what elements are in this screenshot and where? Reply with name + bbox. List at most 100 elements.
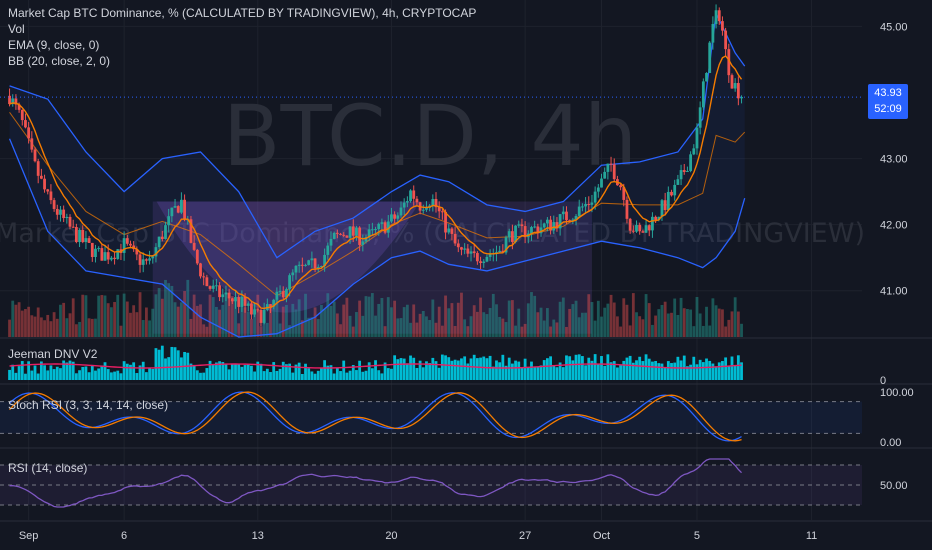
candle-body[interactable] xyxy=(514,225,517,242)
candle-body[interactable] xyxy=(364,237,368,242)
candle-body[interactable] xyxy=(323,254,327,267)
candle-body[interactable] xyxy=(600,178,603,188)
candle-body[interactable] xyxy=(686,171,689,173)
candle-body[interactable] xyxy=(87,238,91,243)
candle-body[interactable] xyxy=(447,228,451,233)
candle-body[interactable] xyxy=(246,303,250,306)
candle-body[interactable] xyxy=(523,226,527,238)
candle-body[interactable] xyxy=(644,225,648,233)
candle-body[interactable] xyxy=(581,206,584,208)
candle-body[interactable] xyxy=(199,263,202,277)
candle-body[interactable] xyxy=(520,224,524,227)
candle-body[interactable] xyxy=(14,98,18,105)
candle-body[interactable] xyxy=(167,216,171,226)
candle-body[interactable] xyxy=(638,224,642,232)
candle-body[interactable] xyxy=(113,257,116,259)
candle-body[interactable] xyxy=(482,261,486,263)
candle-body[interactable] xyxy=(622,187,626,200)
candle-body[interactable] xyxy=(281,291,285,298)
candle-body[interactable] xyxy=(272,299,276,307)
rsi-label[interactable]: RSI (14, close) xyxy=(8,461,88,475)
candle-body[interactable] xyxy=(348,226,352,238)
candle-body[interactable] xyxy=(437,207,441,212)
candle-body[interactable] xyxy=(68,216,72,227)
candle-body[interactable] xyxy=(705,72,708,82)
candle-body[interactable] xyxy=(555,222,559,229)
candle-body[interactable] xyxy=(285,289,288,298)
candle-body[interactable] xyxy=(485,256,489,262)
candle-body[interactable] xyxy=(670,191,673,196)
candle-body[interactable] xyxy=(320,266,323,268)
candle-body[interactable] xyxy=(619,185,622,188)
candle-body[interactable] xyxy=(173,206,177,208)
candle-body[interactable] xyxy=(342,234,346,236)
candle-body[interactable] xyxy=(472,251,476,254)
indicator-bb[interactable]: BB (20, close, 2, 0) xyxy=(8,54,111,68)
candle-body[interactable] xyxy=(253,309,257,315)
candle-body[interactable] xyxy=(730,75,734,89)
candle-body[interactable] xyxy=(94,248,97,258)
candle-body[interactable] xyxy=(444,211,447,233)
candle-body[interactable] xyxy=(138,254,142,265)
candle-body[interactable] xyxy=(211,285,215,289)
candle-body[interactable] xyxy=(695,127,699,149)
candle-body[interactable] xyxy=(402,202,406,208)
candle-body[interactable] xyxy=(180,199,183,213)
candle-body[interactable] xyxy=(52,200,56,209)
candle-body[interactable] xyxy=(612,164,616,180)
candle-body[interactable] xyxy=(475,253,479,262)
candle-body[interactable] xyxy=(711,24,715,43)
candles[interactable] xyxy=(8,4,743,327)
candle-body[interactable] xyxy=(27,127,31,139)
candle-body[interactable] xyxy=(654,216,658,221)
candle-body[interactable] xyxy=(609,163,613,165)
candle-body[interactable] xyxy=(237,297,241,307)
candle-body[interactable] xyxy=(100,248,104,261)
candle-body[interactable] xyxy=(603,171,607,179)
indicator-vol[interactable]: Vol xyxy=(8,22,25,36)
candle-body[interactable] xyxy=(504,237,508,253)
candle-body[interactable] xyxy=(307,260,311,265)
candle-body[interactable] xyxy=(679,170,683,180)
candle-body[interactable] xyxy=(129,243,132,246)
candle-body[interactable] xyxy=(259,309,263,323)
candle-body[interactable] xyxy=(36,161,40,176)
candle-body[interactable] xyxy=(412,190,416,199)
candle-body[interactable] xyxy=(269,304,272,307)
candle-body[interactable] xyxy=(157,236,161,248)
candle-body[interactable] xyxy=(227,292,231,299)
candle-body[interactable] xyxy=(549,219,552,231)
candle-body[interactable] xyxy=(125,238,129,244)
candle-body[interactable] xyxy=(33,149,37,162)
candle-body[interactable] xyxy=(288,275,292,290)
candle-body[interactable] xyxy=(183,199,186,220)
candle-body[interactable] xyxy=(724,30,728,50)
candle-body[interactable] xyxy=(456,243,460,248)
candle-body[interactable] xyxy=(606,163,610,172)
candle-body[interactable] xyxy=(488,254,492,257)
time-axis[interactable]: Sep 6 13 20 27 Oct 5 11 xyxy=(0,520,932,542)
candle-body[interactable] xyxy=(714,10,718,25)
candle-body[interactable] xyxy=(62,209,66,219)
candle-body[interactable] xyxy=(256,309,260,311)
stoch-rsi-label[interactable]: Stoch RSI (3, 3, 14, 14, close) xyxy=(8,398,169,412)
candle-body[interactable] xyxy=(631,230,635,232)
candle-body[interactable] xyxy=(313,258,317,269)
candle-body[interactable] xyxy=(380,222,384,224)
candle-body[interactable] xyxy=(415,198,419,203)
candle-body[interactable] xyxy=(234,297,237,302)
candle-body[interactable] xyxy=(361,241,365,245)
candle-body[interactable] xyxy=(297,264,301,266)
candle-body[interactable] xyxy=(409,190,412,202)
candle-body[interactable] xyxy=(154,247,158,257)
candle-body[interactable] xyxy=(339,233,342,235)
candle-body[interactable] xyxy=(479,261,482,263)
candle-body[interactable] xyxy=(552,222,556,231)
candle-body[interactable] xyxy=(561,211,565,215)
candle-body[interactable] xyxy=(370,229,374,231)
candle-body[interactable] xyxy=(536,226,540,234)
candle-body[interactable] xyxy=(351,226,355,236)
candle-body[interactable] xyxy=(596,187,600,192)
candle-body[interactable] xyxy=(673,184,677,196)
